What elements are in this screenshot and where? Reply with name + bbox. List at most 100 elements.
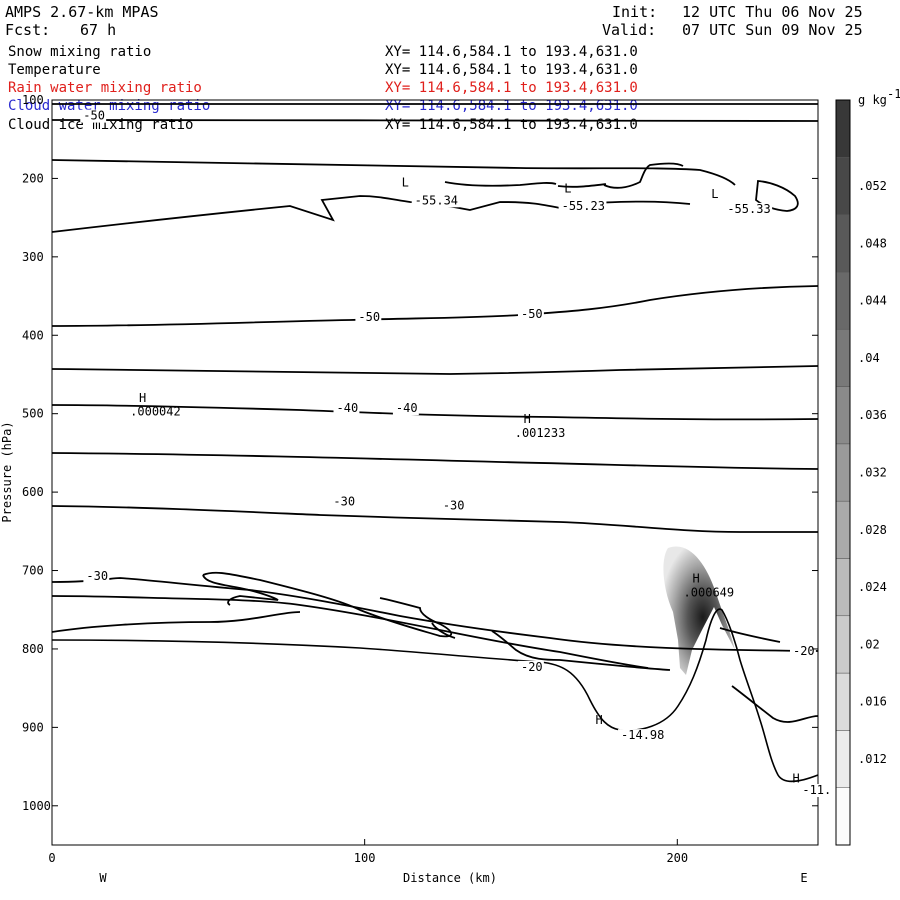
isotherm-line [491,630,671,671]
x-tick-label: 200 [666,851,688,865]
east-label: E [800,871,807,885]
colorbar-swatch [835,558,851,617]
y-tick-label: 600 [22,485,44,499]
isotherm-label: -14.98 [621,728,664,742]
isotherm-line [51,577,819,652]
isotherm-label: -55.34 [415,193,458,207]
y-tick-label: 400 [22,328,44,342]
isotherm-label: -50 [83,109,105,123]
isotherm-line [603,162,684,189]
colorbar-swatch [835,787,851,846]
cloud-ice-shading [663,546,735,675]
contour-label-bg [799,784,833,798]
isotherm-line [51,452,819,470]
isotherm-label: -50 [521,307,543,321]
extremum-marker: H [792,771,799,785]
isotherm-line [51,611,301,633]
contour-label-bg [411,194,460,208]
extremum-marker: H [692,571,699,585]
colorbar-tick-label: .044 [858,294,887,308]
variable-xy: XY= 114.6,584.1 to 193.4,631.0 [385,98,638,114]
isotherm-label: -55.33 [727,202,770,216]
isotherm-label: -11. [802,783,831,797]
colorbar-tick-label: .016 [858,695,887,709]
model-title: AMPS 2.67-km MPAS [5,3,159,21]
isotherm-line [51,119,819,122]
isotherm-label: -30 [443,498,465,512]
y-tick-label: 800 [22,642,44,656]
west-label: W [99,871,107,885]
isotherm-line [51,404,819,421]
colorbar-tick-label: .048 [858,236,887,250]
extremum-value: .001233 [515,426,566,440]
isotherm-line [202,574,279,606]
colorbar-swatch [835,99,851,158]
contour-label-bg [517,660,544,674]
y-axis: 100 200 300 400 500 600 700 800 900 1000 [22,93,818,813]
colorbar-tick-label: .052 [858,179,887,193]
colorbar-swatch [835,443,851,502]
colorbar-tick-label: .024 [858,580,887,594]
forecast-label: Fcst: [5,21,51,39]
extremum-value: .000042 [130,404,181,418]
isotherm-line [51,505,818,533]
valid-time: 07 UTC Sun 09 Nov 25 [682,21,863,39]
isotherm-line [51,365,819,375]
colorbar-swatch [835,615,851,674]
isotherm-line [431,622,456,639]
isotherm-label: -40 [396,401,418,415]
isotherm-label: -20 [521,660,543,674]
terrain-outline [51,608,819,783]
contour-labels: -50 -55.34 -55.23 -55.33 -50 -50 -40 -40 -30 -30 -… [80,109,833,798]
colorbar-tick-label: .04 [858,351,880,365]
contour-label-bg [558,199,607,213]
colorbar-units-exponent: -1 [887,87,900,101]
isotherm-label: -50 [358,310,380,324]
colorbar: .012 .016 .02 .024 .028 .032 .036 .04 .044 .048 .0… [835,87,900,846]
x-tick-label: 100 [354,851,376,865]
isotherm-line [202,571,453,638]
isotherm-label: -40 [337,401,359,415]
colorbar-swatch [835,271,851,330]
y-tick-label: 500 [22,407,44,421]
contour-label-bg [724,202,773,216]
extremum-value: .000649 [684,585,735,599]
y-tick-label: 900 [22,720,44,734]
variable-xy: XY= 114.6,584.1 to 193.4,631.0 [385,62,638,78]
extremum-marker: H [139,391,146,405]
colorbar-frame [835,99,851,846]
extremum-marker: H [596,713,603,727]
colorbar-units: g kg [858,93,887,107]
y-tick-label: 100 [22,93,44,107]
variable-name: Cloud water mixing ratio [8,98,211,114]
isotherm-line [51,159,736,186]
variable-name: Temperature [8,62,101,78]
colorbar-swatch [835,214,851,273]
y-tick-label: 700 [22,564,44,578]
extremum-marker: L [711,187,718,201]
colorbar-swatch [835,386,851,445]
plot-frame [51,99,819,846]
variable-name: Rain water mixing ratio [8,80,202,96]
colorbar-swatch [835,672,851,731]
colorbar-swatch [835,157,851,215]
contour-label-bg [355,311,382,325]
colorbar-tick-label: .02 [858,637,880,651]
variable-xy: XY= 114.6,584.1 to 193.4,631.0 [385,44,638,60]
variable-xy: XY= 114.6,584.1 to 193.4,631.0 [385,80,638,96]
colorbar-tick-label: .036 [858,408,887,422]
colorbar-swatch [835,328,851,387]
x-tick-label: 0 [48,851,55,865]
contour-label-bg [80,109,107,123]
colorbar-swatch [835,500,851,559]
contour-label-bg [439,499,466,513]
isotherm-label: -55.23 [562,199,605,213]
contour-label-bg [330,495,357,509]
init-label: Init: [612,3,658,21]
isotherm-label: -20 [793,644,815,658]
variable-name: Snow mixing ratio [8,44,152,60]
init-time: 12 UTC Thu 06 Nov 25 [682,3,863,21]
